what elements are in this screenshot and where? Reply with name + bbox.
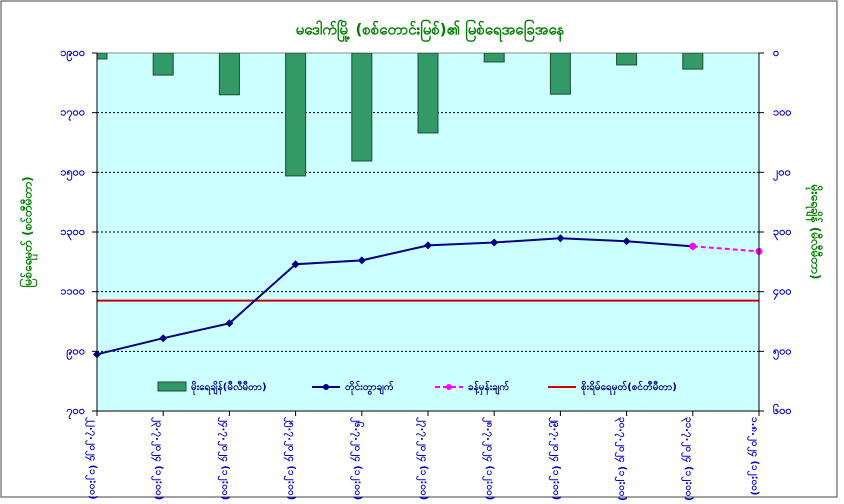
y2-axis-label: မိုးရေချိန် (မီလီမီတာ) — [805, 184, 825, 280]
y-tick-label: ၁၁၀၀ — [60, 285, 85, 298]
x-tick-label: ၂၇.၇.၂၀၂၄ (၁၂:၀၀) — [415, 417, 429, 500]
y2-tick-label: ၂၀၀ — [773, 165, 791, 181]
bar — [285, 53, 307, 177]
legend-swatch — [157, 381, 187, 392]
bar — [483, 53, 505, 63]
x-tick-label: ၂၅.၇.၂၀၂၄ (၁၂:၀၀) — [283, 417, 297, 500]
y-axis-label: မြစ်ရေမှတ် (စင်တီမီတာ) — [18, 176, 39, 287]
marker — [689, 242, 697, 250]
y2-tick-label: ၃၀၀ — [773, 225, 792, 241]
legend-label: စိုးရိမ်ရေမှတ်(စင်တီမီတာ) — [581, 380, 677, 396]
y-tick-label: ၁၅၀၀ — [60, 165, 85, 181]
line — [692, 245, 760, 253]
marker — [556, 234, 565, 243]
y-tick-label: ၁၇၀၀ — [60, 106, 85, 122]
y2-tick-label: ၀ — [773, 46, 779, 59]
x-tick-label: ၂၃.၇.၂၀၂၄ (၁၂:၀၀) — [150, 417, 164, 500]
legend-marker — [446, 384, 452, 390]
y2-tick-label: ၆၀၀ — [773, 404, 792, 417]
marker — [622, 237, 631, 246]
marker — [159, 334, 168, 343]
y-tick-label: ၁၉၀၀ — [60, 46, 85, 62]
legend-label: တိုင်းတွာချက် — [345, 380, 394, 396]
bar — [682, 53, 704, 70]
line — [96, 237, 693, 356]
y2-tick-label: ၅၀၀ — [773, 344, 792, 360]
y-tick-label: ၁၃၀၀ — [60, 225, 85, 241]
bar — [97, 53, 108, 60]
plot-marks — [97, 53, 704, 177]
marker — [424, 241, 432, 250]
marker — [490, 238, 499, 247]
marker — [357, 256, 366, 265]
bar — [218, 53, 240, 96]
bar — [417, 53, 439, 134]
bar — [616, 53, 638, 66]
x-tick-label: ၂၂.၇.၂၀၂၄ (၁၂:၀၀) — [84, 417, 98, 500]
x-tick-label: ၂၄.၇.၂၀၂၄ (၁၂:၀၀) — [216, 417, 230, 500]
x-tick-label: ၂၆.၇.၂၀၂၄ (၁၂:၀၀) — [349, 417, 365, 500]
legend-label: ခန့်မှန်းချက် — [468, 380, 509, 396]
x-tick-label: ၂၈.၇.၂၀၂၄ (၁၂:၀၀) — [481, 417, 495, 500]
legend-label: မိုးရေချိန်(မီလီမီတာ) — [191, 380, 267, 396]
y-tick-label: ၇၀၀ — [66, 404, 85, 420]
x-tick-label: ၃၁.၇.၂၀၂၄ (၁၂:၀၀) — [680, 417, 694, 501]
y2-tick-label: ၁၀၀ — [773, 106, 792, 119]
bar — [549, 53, 571, 95]
legend-marker — [323, 384, 329, 390]
bar — [152, 53, 174, 76]
y2-tick-label: ၄၀၀ — [773, 285, 792, 301]
x-tick-label: ၃၀.၇.၂၀၂၄ (၁၂:၀၀) — [614, 417, 628, 501]
bar — [351, 53, 373, 162]
marker — [225, 319, 234, 328]
x-tick-label: ၁.၈.၂၀၂၄ (၁၂:၀၀) — [746, 417, 760, 495]
y-tick-label: ၉၀၀ — [66, 344, 85, 360]
marker — [291, 260, 300, 269]
x-tick-label: ၂၉.၇.၂၀၂၄ (၁၂:၀၀) — [547, 417, 561, 500]
